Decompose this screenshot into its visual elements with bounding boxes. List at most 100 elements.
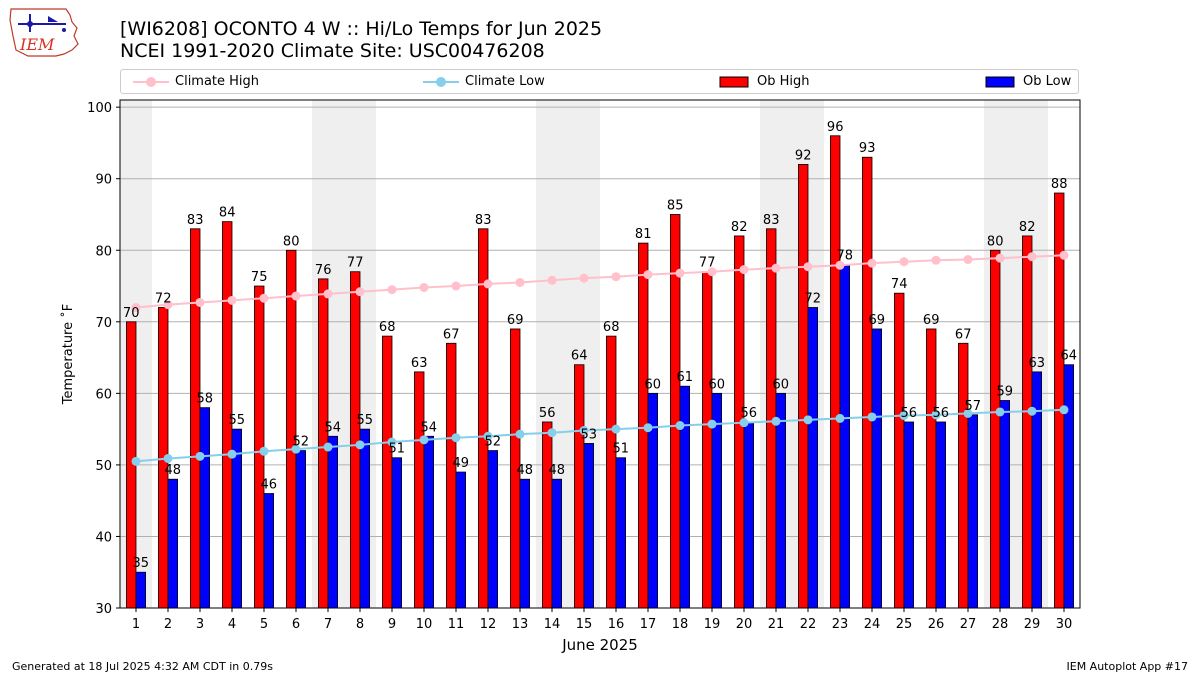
x-tick-label: 25 xyxy=(896,617,913,632)
bar-ob-high xyxy=(702,271,713,609)
climate-high-point xyxy=(451,281,461,291)
x-tick-label: 5 xyxy=(260,617,268,632)
climate-high-point xyxy=(835,260,845,270)
climate-low-point xyxy=(259,446,269,456)
climate-low-point xyxy=(451,433,461,443)
climate-low-point xyxy=(963,408,973,418)
ob-high-label: 68 xyxy=(379,320,396,335)
climate-low-point xyxy=(675,421,685,431)
climate-high-point xyxy=(387,285,397,295)
bar-ob-low xyxy=(935,421,947,609)
bar-ob-high xyxy=(894,292,905,609)
bar-ob-low xyxy=(583,443,595,609)
ob-low-label: 69 xyxy=(869,313,886,328)
climate-low-point xyxy=(131,456,141,466)
legend-label: Climate Low xyxy=(465,74,545,89)
bar-ob-high xyxy=(253,285,265,609)
climate-low-point xyxy=(579,426,589,436)
climate-low-point xyxy=(899,411,909,421)
legend-label: Ob High xyxy=(757,74,810,89)
ob-high-label: 67 xyxy=(955,327,972,342)
app-label: IEM Autoplot App #17 xyxy=(1066,660,1189,673)
climate-high-point xyxy=(547,275,557,285)
climate-high-point xyxy=(483,279,493,289)
climate-low-point xyxy=(163,453,173,463)
bar-ob-high xyxy=(285,249,297,609)
ob-low-label: 56 xyxy=(901,406,918,421)
x-tick-label: 3 xyxy=(196,617,204,632)
ob-high-label: 92 xyxy=(795,148,812,163)
x-tick-label: 1 xyxy=(132,617,140,632)
climate-high-point xyxy=(515,277,525,287)
x-tick-label: 29 xyxy=(1024,617,1041,632)
ob-low-label: 48 xyxy=(165,463,182,478)
y-tick-label: 80 xyxy=(95,244,112,259)
climate-low-point xyxy=(323,442,333,452)
climate-high-point xyxy=(611,272,621,282)
x-tick-label: 20 xyxy=(736,617,753,632)
bar-ob-high xyxy=(606,335,617,609)
climate-high-point xyxy=(355,287,365,297)
y-tick-label: 70 xyxy=(95,316,112,331)
ob-high-label: 63 xyxy=(411,356,428,371)
ob-high-label: 81 xyxy=(635,227,652,242)
climate-high-point xyxy=(963,255,973,265)
bar-ob-low xyxy=(423,435,435,609)
climate-low-point xyxy=(739,418,749,428)
legend: Climate High Climate Low Ob High Ob Low xyxy=(120,69,1079,94)
climate-high-point xyxy=(291,291,301,301)
ob-high-label: 75 xyxy=(251,270,268,285)
x-tick-label: 2 xyxy=(164,617,172,632)
ob-high-label: 70 xyxy=(123,306,140,321)
y-tick-label: 30 xyxy=(95,602,112,617)
bar-ob-low xyxy=(327,435,339,609)
ob-high-label: 68 xyxy=(603,320,620,335)
ob-high-label: 80 xyxy=(987,234,1004,249)
ob-low-label: 52 xyxy=(485,435,502,450)
ob-high-label: 77 xyxy=(699,256,716,271)
y-axis-label: Temperature ˚F xyxy=(60,304,76,405)
bar-ob-high xyxy=(926,328,937,609)
bar-ob-high xyxy=(958,342,969,609)
x-tick-label: 17 xyxy=(640,617,657,632)
x-tick-label: 7 xyxy=(324,617,332,632)
climate-high-point xyxy=(227,295,237,305)
bar-ob-high xyxy=(542,421,553,609)
bar-ob-low xyxy=(391,457,403,609)
ob-low-label: 55 xyxy=(357,413,374,428)
climate-low-point xyxy=(931,410,941,420)
climate-high-point xyxy=(163,300,173,310)
bar-ob-low xyxy=(263,493,275,609)
bar-ob-low xyxy=(199,407,211,609)
bar-ob-high xyxy=(413,371,425,609)
ob-high-label: 82 xyxy=(1019,220,1036,235)
climate-low-line xyxy=(135,408,1065,463)
x-tick-label: 14 xyxy=(544,617,561,632)
bar-ob-low xyxy=(807,307,819,609)
climate-low-point xyxy=(643,423,653,433)
climate-low-point xyxy=(291,444,301,454)
ob-high-label: 83 xyxy=(475,213,492,228)
x-tick-label: 19 xyxy=(704,617,721,632)
ob-high-label: 83 xyxy=(763,213,780,228)
ob-high-label: 96 xyxy=(827,120,844,135)
climate-low-point xyxy=(803,415,813,425)
x-tick-label: 30 xyxy=(1056,617,1073,632)
x-tick-label: 8 xyxy=(356,617,364,632)
ob-low-label: 59 xyxy=(997,385,1014,400)
ob-low-label: 60 xyxy=(645,377,662,392)
ob-low-label: 56 xyxy=(741,406,758,421)
ob-high-label: 84 xyxy=(219,206,236,221)
bar-ob-low xyxy=(839,264,851,609)
climate-high-point xyxy=(803,262,813,272)
ob-low-label: 57 xyxy=(965,399,982,414)
x-tick-label: 6 xyxy=(292,617,300,632)
climate-low-point xyxy=(515,429,525,439)
ob-low-label: 78 xyxy=(837,249,854,264)
ob-high-label: 69 xyxy=(923,313,940,328)
climate-low-point xyxy=(771,416,781,426)
ob-low-label: 54 xyxy=(325,420,342,435)
legend-label: Climate High xyxy=(175,74,260,89)
climate-high-point xyxy=(419,282,429,292)
